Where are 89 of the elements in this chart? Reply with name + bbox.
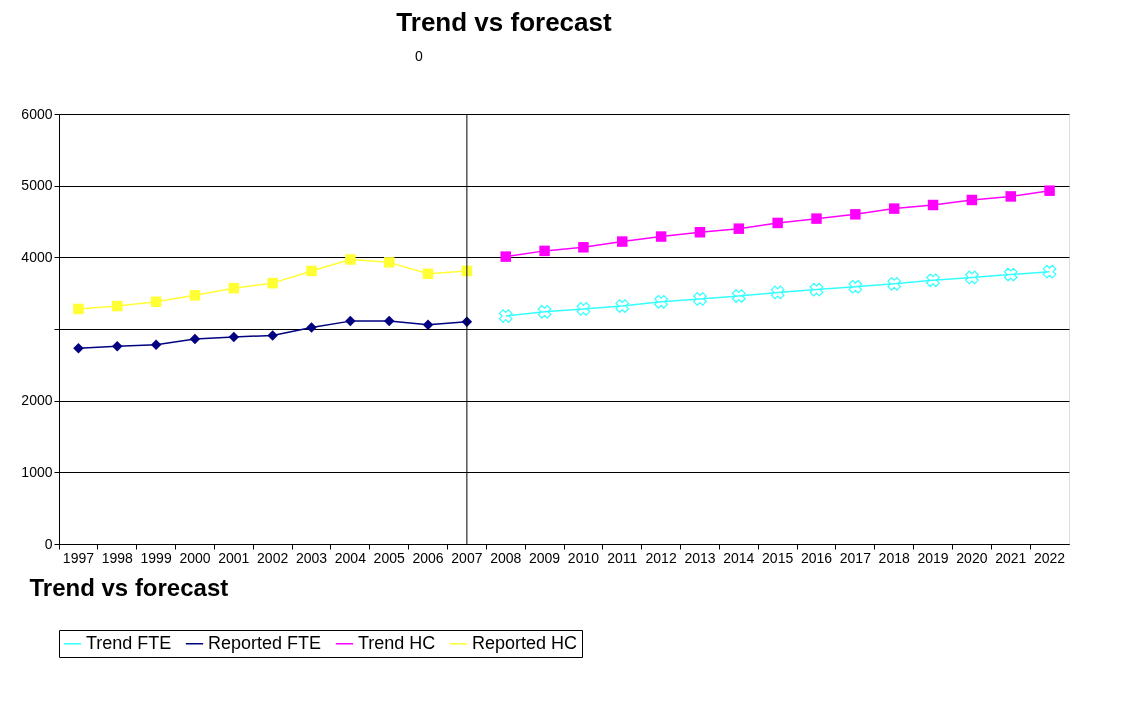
point (966, 194, 978, 206)
point (1044, 185, 1055, 196)
x-tick-label: 1997 (62, 549, 95, 566)
x-tick-label: 2004 (334, 549, 367, 566)
point (150, 296, 162, 308)
x-axis-title: Trend vs forecast (29, 573, 229, 601)
point (345, 254, 356, 265)
point (500, 251, 511, 262)
point (189, 290, 201, 301)
point (228, 331, 240, 343)
x-tick-label: 2014 (723, 549, 755, 566)
point (306, 322, 317, 333)
point (770, 285, 785, 300)
legend-label: Reported HC (472, 632, 578, 653)
point (655, 231, 667, 242)
x-tick-label: 2017 (839, 549, 872, 566)
point (189, 333, 201, 345)
point (537, 304, 552, 319)
point (576, 302, 591, 316)
point (772, 217, 783, 229)
x-tick-label: 2018 (878, 549, 910, 566)
y-tick-label: 4000 (21, 248, 53, 265)
x-tick-label: 2009 (529, 549, 561, 566)
point (693, 292, 707, 306)
point (383, 257, 395, 268)
point (731, 289, 746, 303)
x-tick-label: 2005 (373, 549, 405, 566)
point (345, 315, 356, 327)
x-tick-label: 1999 (140, 549, 172, 566)
point (150, 339, 162, 351)
x-tick-label: 2011 (607, 549, 638, 566)
x-tick-label: 2002 (257, 549, 289, 566)
point (888, 203, 900, 214)
text: 0 (415, 48, 423, 64)
point (617, 236, 628, 247)
point (927, 199, 939, 211)
x-tick-label: 2000 (179, 549, 211, 566)
point (850, 209, 861, 220)
point (694, 227, 706, 238)
chart-title: Trend vs forecast (396, 7, 612, 37)
y-tick-label: 6000 (21, 105, 53, 122)
x-tick-label: 1998 (101, 549, 134, 566)
point (267, 330, 278, 341)
x-tick-label: 2012 (645, 549, 677, 566)
point (578, 242, 589, 253)
point (654, 294, 668, 309)
point (306, 265, 317, 277)
point (848, 279, 863, 294)
x-tick-label: 2007 (451, 549, 483, 566)
x-tick-label: 2015 (762, 549, 794, 566)
point (383, 315, 395, 327)
x-tick-label: 2022 (1034, 549, 1066, 566)
point (498, 309, 513, 323)
point (811, 213, 822, 224)
point (112, 300, 123, 312)
x-tick-label: 2008 (490, 549, 522, 566)
x-tick-label: 2019 (917, 549, 949, 566)
point (73, 343, 84, 354)
x-tick-label: 2006 (412, 549, 444, 566)
legend-label: Trend FTE (86, 632, 172, 653)
point (1042, 264, 1057, 279)
x-tick-label: 2001 (218, 549, 250, 566)
y-tick-label: 1000 (21, 463, 53, 480)
point (539, 245, 550, 257)
point (422, 268, 434, 280)
x-tick-label: 2003 (295, 549, 328, 566)
point (267, 277, 278, 289)
point (887, 276, 902, 291)
legend-label: Trend HC (358, 632, 436, 653)
point (228, 282, 240, 294)
point (73, 303, 84, 315)
point (926, 273, 940, 288)
x-tick-label: 2010 (567, 549, 600, 566)
point (112, 340, 123, 352)
x-tick-label: 2013 (684, 549, 716, 566)
x-tick-label: 2016 (800, 549, 833, 566)
point (965, 270, 979, 285)
point (1005, 191, 1016, 202)
point (733, 223, 745, 234)
point (1003, 267, 1018, 282)
x-tick-label: 2020 (956, 549, 988, 566)
x-tick-label: 2021 (995, 549, 1027, 566)
legend-label: Reported FTE (208, 632, 322, 653)
y-tick-label: 5000 (21, 177, 53, 194)
y-tick-label: 2000 (21, 392, 53, 409)
point (615, 299, 630, 313)
point (422, 319, 434, 330)
point (809, 282, 824, 297)
y-tick-label: 0 (44, 535, 53, 552)
